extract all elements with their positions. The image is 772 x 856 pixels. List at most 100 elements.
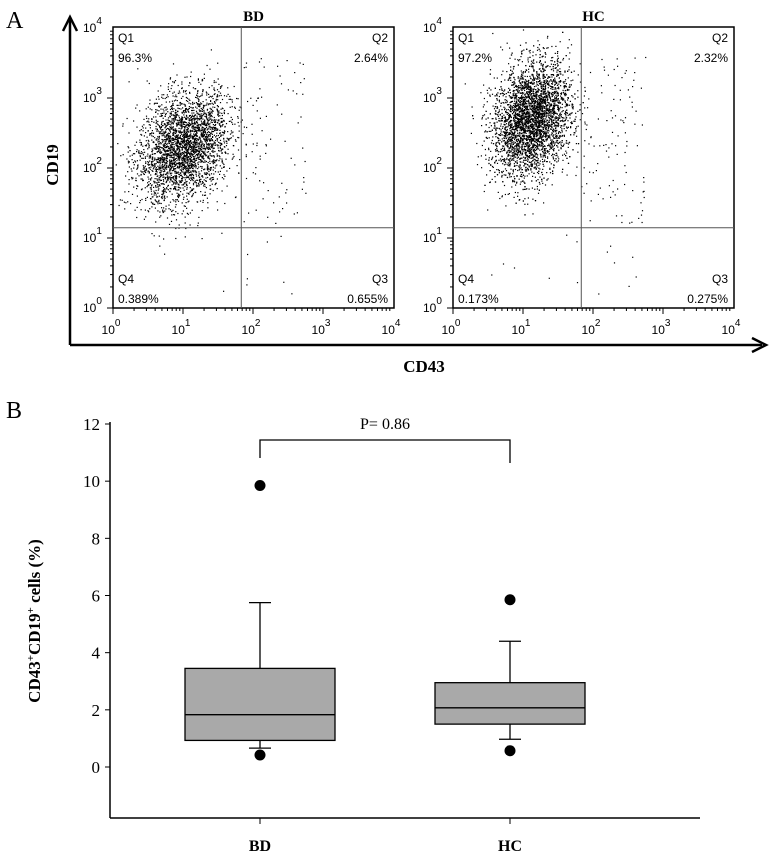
event-dot (542, 128, 544, 130)
event-dot (191, 173, 193, 175)
event-dot (183, 196, 185, 198)
event-dot (160, 133, 162, 135)
event-dot (184, 147, 186, 149)
event-dot (207, 157, 209, 159)
event-dot (170, 126, 173, 128)
event-dot (174, 177, 176, 179)
event-dot (166, 122, 169, 124)
event-dot (520, 167, 522, 169)
event-dot (218, 83, 220, 85)
event-dot (206, 148, 208, 150)
event-dot (512, 155, 514, 157)
event-dot (206, 140, 208, 142)
event-dot (219, 146, 221, 148)
event-dot (543, 76, 546, 78)
event-dot (175, 211, 177, 213)
event-dot (496, 99, 498, 101)
event-dot (164, 139, 166, 141)
event-dot (158, 139, 160, 141)
event-dot (177, 104, 179, 106)
event-dot (202, 148, 204, 150)
tick-exponent: 3 (325, 318, 331, 329)
event-dot (232, 153, 234, 155)
event-dot (211, 112, 213, 114)
flow-shared-axes: CD19 CD43 (43, 14, 769, 376)
event-dot (181, 141, 184, 143)
event-dot (157, 90, 159, 92)
event-dot (576, 135, 578, 137)
y-tick-label: 100 (83, 296, 102, 315)
event-dot (179, 149, 181, 151)
event-dot (187, 130, 189, 132)
event-dot (210, 177, 212, 179)
event-dot (167, 184, 169, 186)
event-dot (566, 234, 568, 236)
event-dot (509, 127, 511, 129)
event-dot (179, 162, 181, 164)
event-dot (210, 118, 212, 120)
event-dot (488, 137, 490, 139)
event-dot (503, 158, 505, 160)
event-dot (210, 137, 212, 140)
event-dot (202, 131, 204, 133)
event-dot (184, 174, 186, 176)
y-tick-label: 102 (83, 156, 102, 175)
event-dot (536, 134, 538, 136)
event-dot (171, 154, 173, 156)
event-dot (186, 118, 188, 120)
event-dot (241, 119, 243, 121)
event-dot (221, 85, 223, 87)
event-dot (158, 166, 160, 169)
event-dot (176, 113, 178, 115)
event-dot (190, 123, 192, 125)
event-dot (204, 191, 206, 193)
event-dot (173, 147, 175, 149)
event-dot (509, 47, 511, 49)
event-dot (199, 143, 201, 145)
event-dot (159, 180, 161, 182)
event-dot (214, 150, 216, 153)
event-dot (181, 118, 184, 120)
event-dot (137, 68, 139, 70)
event-dot (178, 155, 180, 157)
event-dot (521, 140, 523, 142)
event-dot (245, 66, 247, 68)
event-dot (554, 80, 556, 82)
event-dot (150, 201, 152, 203)
event-dot (599, 187, 601, 189)
event-dot (202, 155, 204, 157)
event-dot (155, 122, 157, 124)
event-dot (192, 193, 194, 195)
event-dot (145, 171, 147, 174)
event-dot (202, 161, 204, 163)
event-dot (206, 94, 208, 96)
event-dot (161, 196, 163, 198)
event-dot (197, 112, 199, 114)
event-dot (237, 121, 239, 124)
event-dot (152, 196, 154, 198)
event-dot (531, 83, 533, 85)
event-dot (156, 138, 158, 140)
event-dot (160, 126, 162, 129)
event-dot (182, 193, 184, 195)
event-dot (207, 120, 209, 122)
event-dot (201, 146, 203, 148)
event-dot (158, 137, 160, 139)
event-dot (151, 159, 153, 161)
event-dot (203, 137, 205, 139)
event-dot (159, 105, 161, 107)
event-dot (187, 135, 189, 138)
event-dot (257, 97, 259, 99)
event-dot (130, 203, 132, 205)
event-dot (189, 162, 191, 164)
event-dot (190, 160, 192, 162)
event-dot (171, 108, 173, 110)
event-dot (528, 91, 530, 93)
event-dot (231, 158, 233, 160)
event-dot (562, 154, 564, 156)
event-dot (489, 181, 491, 184)
event-dot (174, 150, 176, 152)
event-dot (182, 95, 184, 98)
event-dot (157, 201, 159, 203)
event-dot (625, 171, 627, 174)
